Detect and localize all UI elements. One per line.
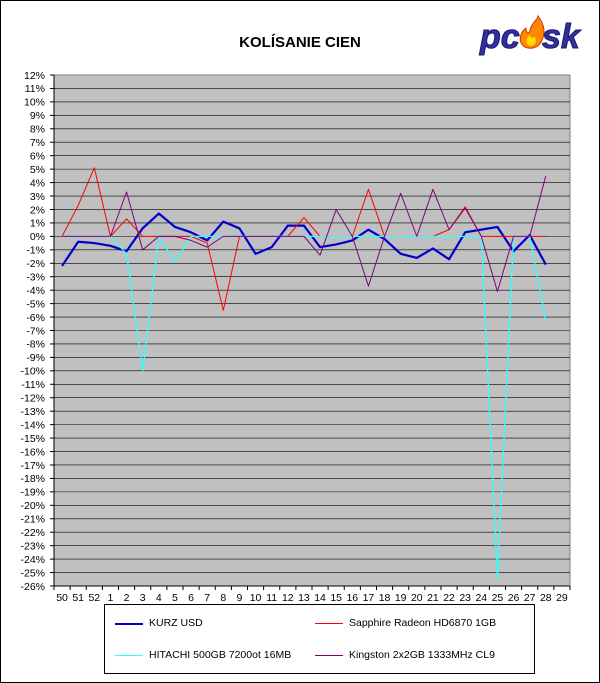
flame-icon — [519, 14, 545, 49]
x-tick-label: 14 — [314, 592, 326, 604]
chart-title: KOLÍSANIE CIEN — [239, 34, 361, 51]
legend-swatch — [115, 623, 143, 625]
x-tick-label: 6 — [188, 592, 194, 604]
y-tick-label: -8% — [26, 339, 45, 351]
x-tick-label: 25 — [492, 592, 504, 604]
legend-label: Kingston 2x2GB 1333MHz CL9 — [349, 649, 495, 661]
y-tick-label: 6% — [30, 150, 45, 162]
y-tick-label: 10% — [24, 97, 45, 109]
y-tick-label: 5% — [30, 164, 45, 176]
x-tick-label: 12 — [282, 592, 294, 604]
y-tick-label: -16% — [20, 446, 45, 458]
y-tick-label: -12% — [20, 393, 45, 405]
x-tick-label: 13 — [298, 592, 310, 604]
y-tick-label: 12% — [24, 70, 45, 82]
x-tick-label: 19 — [395, 592, 407, 604]
legend-label: HITACHI 500GB 7200ot 16MB — [149, 649, 292, 661]
x-tick-label: 26 — [508, 592, 520, 604]
y-tick-label: -9% — [26, 352, 45, 364]
x-tick-label: 8 — [220, 592, 226, 604]
y-tick-label: -15% — [20, 433, 45, 445]
y-tick-label: -25% — [20, 567, 45, 579]
y-tick-label: 3% — [30, 191, 45, 203]
x-tick-label: 2 — [124, 592, 130, 604]
y-tick-label: -3% — [26, 272, 45, 284]
x-tick-label: 10 — [250, 592, 262, 604]
y-tick-label: -19% — [20, 487, 45, 499]
y-tick-label: -23% — [20, 540, 45, 552]
x-tick-label: 3 — [140, 592, 146, 604]
y-tick-label: -24% — [20, 554, 45, 566]
y-tick-label: 2% — [30, 204, 45, 216]
y-tick-label: -17% — [20, 460, 45, 472]
y-tick-label: -6% — [26, 312, 45, 324]
legend-label: KURZ USD — [149, 617, 203, 629]
x-tick-label: 29 — [556, 592, 568, 604]
x-tick-label: 1 — [108, 592, 114, 604]
y-tick-label: -1% — [26, 245, 45, 257]
x-tick-label: 50 — [56, 592, 68, 604]
y-tick-label: -11% — [21, 379, 45, 391]
y-tick-label: -18% — [20, 473, 45, 485]
x-tick-label: 11 — [266, 592, 277, 604]
x-tick-label: 16 — [346, 592, 358, 604]
y-tick-label: -20% — [20, 500, 45, 512]
y-tick-label: -4% — [26, 285, 45, 297]
y-tick-label: 1% — [30, 218, 45, 230]
x-tick-label: 23 — [459, 592, 471, 604]
x-tick-label: 18 — [379, 592, 391, 604]
x-tick-label: 7 — [204, 592, 210, 604]
x-tick-label: 52 — [88, 592, 100, 604]
y-tick-label: 4% — [30, 177, 45, 189]
y-tick-label: -13% — [20, 406, 45, 418]
x-tick-label: 9 — [237, 592, 243, 604]
y-tick-label: -10% — [20, 366, 45, 378]
y-tick-label: 11% — [25, 83, 45, 95]
y-tick-label: 8% — [30, 124, 45, 136]
x-tick-label: 17 — [363, 592, 375, 604]
x-tick-label: 24 — [475, 592, 487, 604]
legend-swatch — [315, 655, 343, 656]
y-tick-label: -21% — [20, 514, 45, 526]
y-tick-label: -22% — [20, 527, 45, 539]
svg-text:pc: pc — [479, 18, 520, 56]
chart-legend: KURZ USD Sapphire Radeon HD6870 1GB HITA… — [104, 604, 535, 674]
legend-label: Sapphire Radeon HD6870 1GB — [349, 617, 497, 629]
x-tick-label: 4 — [156, 592, 162, 604]
y-tick-label: 7% — [30, 137, 45, 149]
legend-swatch — [315, 623, 343, 624]
y-tick-label: 0% — [30, 231, 45, 243]
x-tick-label: 22 — [443, 592, 455, 604]
pcsk-logo: pc sk — [479, 14, 582, 57]
y-tick-label: -7% — [26, 325, 45, 337]
x-tick-label: 20 — [411, 592, 423, 604]
y-tick-label: -5% — [26, 298, 45, 310]
svg-text:sk: sk — [542, 18, 582, 56]
x-tick-label: 15 — [330, 592, 342, 604]
y-tick-label: -2% — [26, 258, 45, 270]
x-tick-label: 51 — [72, 592, 84, 604]
x-tick-label: 27 — [524, 592, 536, 604]
x-tick-label: 28 — [540, 592, 552, 604]
y-tick-label: -26% — [20, 581, 45, 593]
legend-swatch — [115, 655, 143, 656]
x-tick-label: 5 — [172, 592, 178, 604]
y-tick-label: -14% — [20, 419, 45, 431]
y-tick-label: 9% — [30, 110, 45, 122]
x-tick-label: 21 — [427, 592, 439, 604]
